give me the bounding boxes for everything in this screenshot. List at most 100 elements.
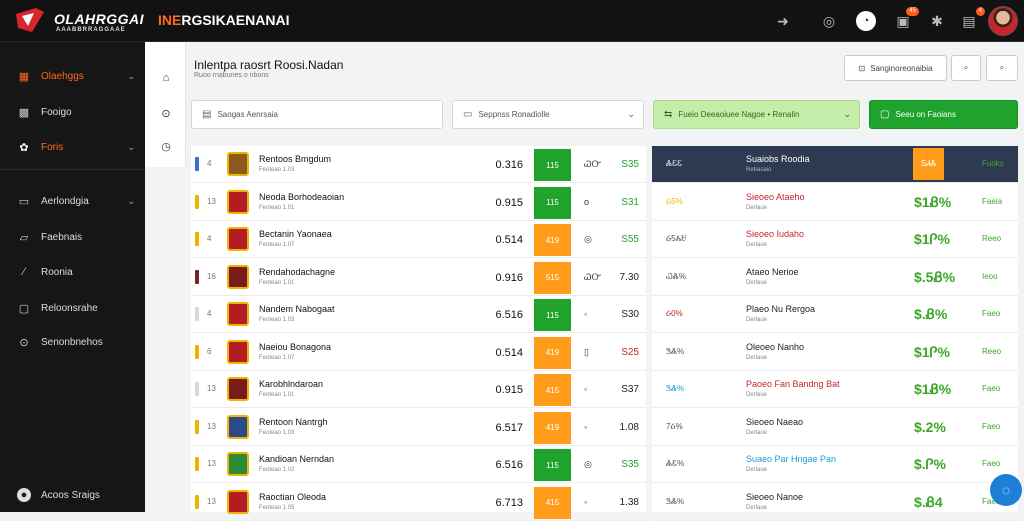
share-button-label: Sanginoreonaibia <box>870 63 933 73</box>
row-number: 13 <box>207 496 216 506</box>
odds-row[interactable]: ᏕᏜ% Oleoeo Nanho Derlaue $1Ꮅ% Reeo <box>652 334 1018 371</box>
odds-value: 6.516 <box>495 459 523 471</box>
odds-value: 0.316 <box>495 159 523 171</box>
odds-row[interactable]: 7Ᏽ% Sieoeo Naeao Derlaue $.2% Faeo <box>652 409 1018 446</box>
odds-amount: $1Ᏸ% <box>914 381 952 397</box>
sidebar-item-4[interactable]: ▱ Faebnais <box>0 227 145 247</box>
support-chat-button[interactable]: ◌ <box>990 474 1022 506</box>
odds-row[interactable]: Ᏽ5% Sieoeo Ataeho Derlaue $1Ᏸ% Faeia <box>652 184 1018 221</box>
odds-row[interactable]: Ᏽ0% Plaeo Nu Rergoa Derlaue $.Ᏸ% Faeo <box>652 296 1018 333</box>
sidebar-item-label: Roonia <box>41 266 73 278</box>
odds-link[interactable]: Reeo <box>982 346 1002 356</box>
avatar[interactable] <box>988 6 1018 36</box>
team-crest-icon <box>227 264 249 289</box>
odds-percent: ᏕᏜ% <box>666 346 685 356</box>
doc-icon: ▤ <box>202 109 212 120</box>
home-icon[interactable]: ⌂ <box>162 72 170 84</box>
sidebar-item-2[interactable]: ✿ Foris ⌄ <box>0 137 145 157</box>
bell-icon[interactable]: ▤ 4 <box>958 7 985 32</box>
row-number: 4 <box>207 234 212 243</box>
odds-box[interactable]: 419 <box>534 336 571 369</box>
table-row[interactable]: 16 Rendahodachagne Feoteao 1.01 0.916 515 ᏇᏅ 7… <box>191 259 646 296</box>
odds-row[interactable]: ᏕᏜ% Paoeo Fan Bandng Bat Derlaue $1Ᏸ% Faeo <box>652 371 1018 408</box>
odds-box[interactable]: 515 <box>534 261 571 294</box>
table-row[interactable]: 13 Karobhlndaroan Feoteao 1.01 0.915 415 ◦ S37 <box>191 371 646 408</box>
chat-icon[interactable]: ◎ <box>822 12 836 29</box>
row-number: 13 <box>207 384 216 393</box>
row-flag <box>195 232 199 246</box>
odds-link[interactable]: Faeo <box>982 496 1001 506</box>
odds-link[interactable]: Ieoo <box>982 271 998 281</box>
table-row[interactable]: 13 Neoda Borhodeaoian Feoteao 1.01 0.915 115… <box>191 184 646 221</box>
odds-box[interactable]: 115 <box>534 149 571 181</box>
user-circle-icon[interactable]: ◔ <box>856 11 876 31</box>
status-select[interactable]: ⇆ Fueio Deeaoiuee Nagoe • Renalin ⌄ <box>653 100 860 129</box>
sidebar-item-1[interactable]: ▩ Fooigo <box>0 102 145 122</box>
bolt-icon[interactable]: ➜ <box>777 12 789 29</box>
odds-box[interactable]: 115 <box>534 299 571 331</box>
odds-header-row[interactable]: ᏜᏋᏋ Suaiobs Roodia Rebasaio SᏗᏜ Fuoks <box>652 146 1018 183</box>
table-row[interactable]: 13 Rentoon Nantrgh Feoteao 1.03 6.517 419 ◦ 1.… <box>191 409 646 446</box>
odds-link[interactable]: Faeo <box>982 459 1001 468</box>
gear-icon: ✿ <box>19 141 29 154</box>
odds-percent: ᏇᏜ% <box>666 271 686 281</box>
team-name: Raoctian Oleoda <box>259 491 327 502</box>
odds-box[interactable]: 115 <box>534 186 571 219</box>
odds-value: 6.516 <box>495 309 523 321</box>
sidebar-item-0[interactable]: ▦ Olaehggs ⌄ <box>0 66 145 86</box>
odds-link[interactable]: Faeo <box>982 384 1001 393</box>
odds-link[interactable]: Fuoks <box>982 159 1004 168</box>
doc-icon: ▭ <box>18 195 30 208</box>
row-value: 7.30 <box>619 271 639 283</box>
sidebar-item-7[interactable]: ⊙ Senonbnehos <box>0 332 145 352</box>
chart-icon: ▢ <box>18 302 30 315</box>
sidebar-footer[interactable]: ● Acoos Sraigs <box>0 485 145 505</box>
odds-box[interactable]: 415 <box>534 374 571 406</box>
sidebar-item-5[interactable]: ⁄ Roonia <box>0 262 145 282</box>
odds-row[interactable]: ᏜᏋ% Suaeo Par Hngae Pan Derlaue $.Ꮅ% Faeo <box>652 446 1018 483</box>
row-number: 4 <box>207 159 212 168</box>
clock-icon[interactable]: ◷ <box>161 140 171 153</box>
odds-amount: $1Ꮅ% <box>914 343 950 360</box>
info-icon[interactable]: ⊙ <box>161 107 171 120</box>
team-name: Naeiou Bonagona <box>259 341 332 352</box>
odds-box[interactable]: 419 <box>534 411 571 444</box>
sidebar-item-label: Foris <box>41 141 64 153</box>
search-button[interactable]: ⌕ <box>951 55 981 81</box>
scrollbar[interactable] <box>646 146 652 512</box>
row-indicator: ᏇᏅ <box>584 271 602 282</box>
table-row[interactable]: 4 Bectanin Yaonaea Feoteao 1.07 0.514 419 ◎ S5… <box>191 221 646 258</box>
filter-select[interactable]: ▭ Seppnss Ronadiolle ⌄ <box>452 100 644 129</box>
sidebar-item-3[interactable]: ▭ Aerlondgia ⌄ <box>0 191 145 211</box>
table-row[interactable]: 13 Kandioan Nerndan Feoteao 1.02 6.516 115 ◎ S… <box>191 446 646 483</box>
odds-row[interactable]: ᏇᏜ% Ataeo Nerioe Derlaue $.5Ᏸ% Ieoo <box>652 259 1018 296</box>
odds-title: Ataeo Nerioe <box>746 266 799 277</box>
odds-row[interactable]: Ᏽ5ᏜᏌ Sieoeo Iudaho Derlaue $1Ꮅ% Reeo <box>652 221 1018 258</box>
odds-link[interactable]: Faeo <box>982 421 1001 431</box>
search-alt-button[interactable]: ⌕ <box>986 55 1018 81</box>
odds-link[interactable]: Faeo <box>982 309 1001 318</box>
grid-icon: ▩ <box>18 106 30 119</box>
row-value: 1.08 <box>619 421 639 433</box>
odds-box[interactable]: 115 <box>534 449 571 481</box>
table-row[interactable]: 4 Rentoos Bmgdum Feoteao 1.03 0.316 115 ᏇᏅ S35 <box>191 146 646 183</box>
sidebar-item-6[interactable]: ▢ Reloonsrahe <box>0 298 145 318</box>
bug-icon[interactable]: ✱ <box>931 12 943 29</box>
team-sub: Feoteao 1.01 <box>259 392 295 398</box>
action-button[interactable]: ▢ Seeu on Faoians <box>869 100 1018 129</box>
odds-link[interactable]: Reeo <box>982 234 1002 243</box>
odds-box[interactable]: 415 <box>534 486 571 519</box>
table-row[interactable]: 13 Raoctian Oleoda Feoteao 1.05 6.713 415 ◦ 1.… <box>191 484 646 521</box>
briefcase-icon[interactable]: ▣ 45 <box>892 7 919 32</box>
odds-row[interactable]: ᏕᏜ% Sieoeo Nanoe Derlaue $.Ᏸ4 Faeo <box>652 484 1018 521</box>
chevron-down-icon: ⌄ <box>127 141 135 152</box>
page-title: Inlentpa raosrt Roosi.Nadan <box>194 58 344 72</box>
search-input[interactable]: ▤ Saogas Aenrsaia <box>191 100 443 129</box>
table-row[interactable]: 4 Nandem Nabogaat Feoteao 1.03 6.516 115 ◦ S30 <box>191 296 646 333</box>
list-icon: ▭ <box>463 109 473 120</box>
table-row[interactable]: 6 Naeiou Bonagona Feoteao 1.07 0.514 419 ▯ S25 <box>191 334 646 371</box>
share-button[interactable]: ⊡ Sanginoreonaibia <box>844 55 947 81</box>
odds-link[interactable]: Faeia <box>982 196 1003 206</box>
odds-box[interactable]: 419 <box>534 224 571 256</box>
odds-percent: Ᏽ5% <box>666 196 683 206</box>
